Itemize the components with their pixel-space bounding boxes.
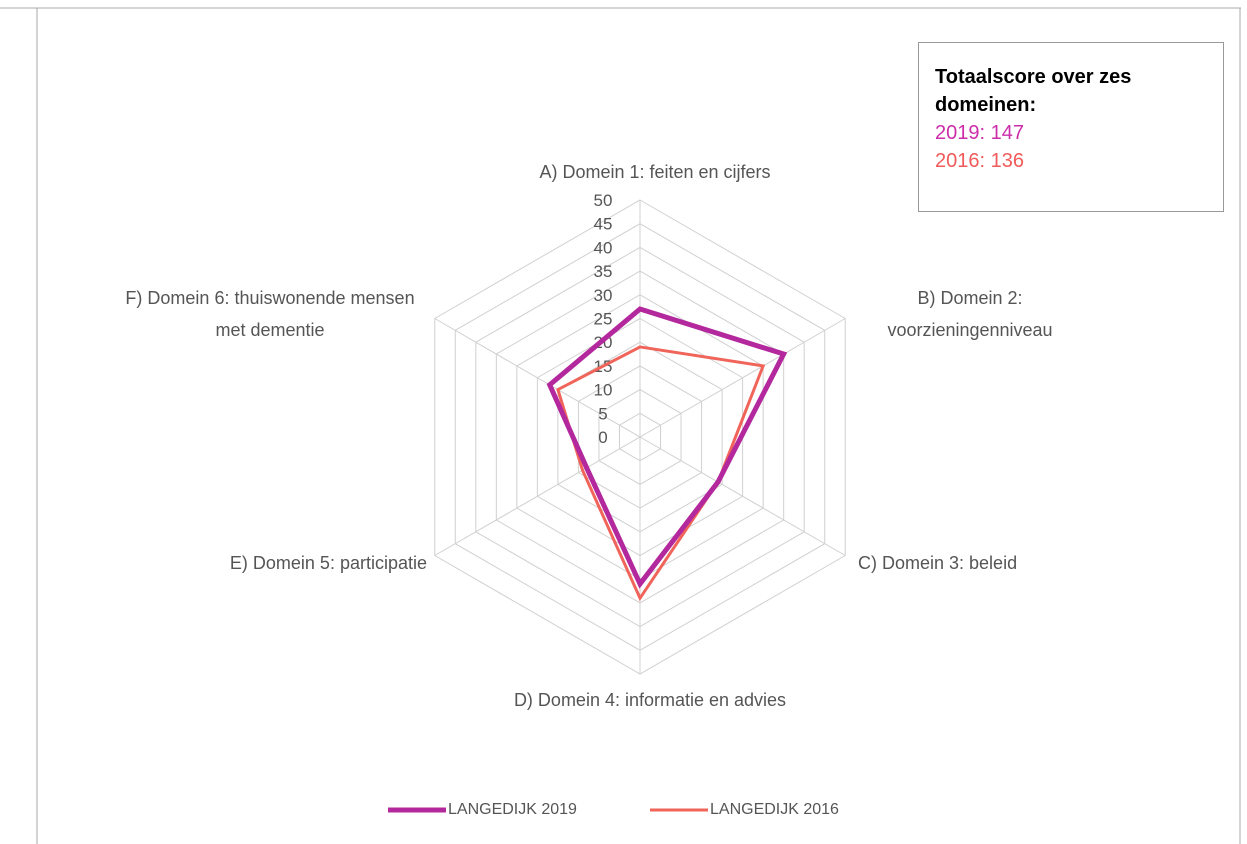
y-tick-label: 50 [594,191,613,210]
y-tick-label: 10 [594,381,613,400]
textbox-line: 2019: 147 [935,122,1024,144]
textbox-title: Totaalscore over zes domeinen: [935,66,1132,116]
y-tick-label: 30 [594,286,613,305]
category-label: F) Domein 6: thuiswonende mensen met dem… [125,288,415,340]
category-label: D) Domein 4: informatie en advies [513,690,787,710]
spoke [434,436,641,556]
series-line [546,306,788,589]
spoke [639,318,846,438]
y-tick-label: 40 [594,238,613,257]
textbox-line: 2016: 136 [935,150,1024,172]
spoke [434,318,641,438]
y-tick-label: 5 [598,404,607,423]
y-tick-label: 35 [594,262,613,281]
y-tick-label: 25 [594,310,613,329]
legend-label: LANGEDIJK 2016 [710,801,839,818]
series-line [556,345,766,602]
spoke [639,436,846,556]
y-tick-label: 0 [598,428,607,447]
y-tick-label: 45 [594,215,613,234]
category-label: C) Domein 3: beleid [858,553,1018,573]
category-label: A) Domein 1: feiten en cijfers [539,162,771,182]
legend-label: LANGEDIJK 2019 [448,801,577,818]
textbox: Totaalscore over zes domeinen: 2019: 147… [918,42,1224,212]
category-label: E) Domein 5: participatie [229,553,427,573]
category-label: B) Domein 2: voorzieningenniveau [887,288,1053,340]
